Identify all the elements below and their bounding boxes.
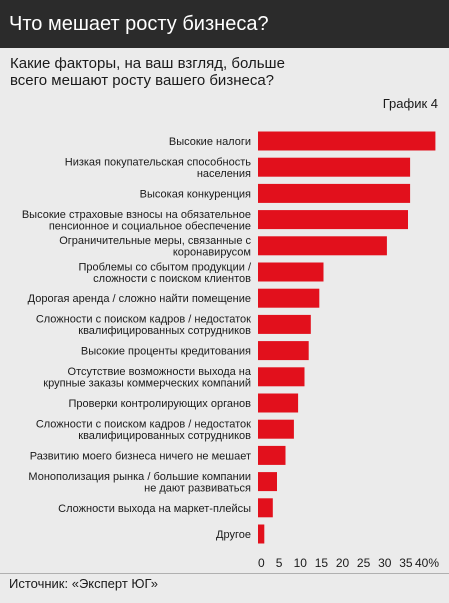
category-label: Высокие страховые взносы на обязательное…	[22, 209, 251, 233]
x-tick-label: 40%	[415, 556, 439, 570]
x-tick-label: 10	[294, 556, 308, 570]
x-tick-label: 20	[336, 556, 350, 570]
question-line-1: Какие факторы, на ваш взгляд, больше	[10, 55, 285, 72]
bar	[258, 445, 286, 465]
category-label: Развитию моего бизнеса ничего не мешает	[30, 450, 251, 462]
category-label: Высокая конкуренция	[140, 188, 251, 200]
bar	[258, 210, 408, 230]
category-label: Низкая покупательская способность населен…	[65, 156, 252, 180]
x-tick-label: 30	[378, 556, 392, 570]
chart-question: Какие факторы, на ваш взгляд, больше все…	[10, 55, 430, 89]
category-label: Высокие проценты кредитования	[81, 346, 251, 358]
category-label: Сложности с поиском кадров / недостаток к…	[36, 418, 251, 442]
bar	[258, 288, 320, 308]
bar	[258, 524, 265, 544]
category-label: Сложности с поиском кадров / недостаток к…	[36, 314, 251, 338]
bar	[258, 314, 311, 334]
bar	[258, 236, 387, 256]
bar	[258, 341, 309, 361]
category-label: Сложности выхода на маркет-плейсы	[58, 503, 251, 515]
bar	[258, 472, 277, 492]
header-bar: Что мешает росту бизнеса?	[0, 0, 449, 48]
category-label: Высокие налоги	[169, 136, 251, 148]
category-label: Проблемы со сбытом продукции / сложности …	[78, 261, 251, 285]
category-label: Отсутствие возможности выхода на крупные …	[43, 366, 252, 390]
bar	[258, 419, 294, 439]
bar	[258, 367, 305, 387]
x-tick-label: 0	[258, 556, 265, 570]
x-tick-label: 35	[399, 556, 413, 570]
category-label: Дорогая аренда / сложно найти помещение	[28, 293, 251, 305]
chart-number-label: График 4	[382, 96, 438, 111]
bar	[258, 262, 324, 282]
bar	[258, 183, 411, 203]
x-tick-label: 25	[357, 556, 371, 570]
bar-chart: Высокие налоги Низкая покупательская спос…	[22, 131, 439, 570]
source-note: Источник: «Эксперт ЮГ»	[9, 576, 158, 591]
page-title: Что мешает росту бизнеса?	[9, 13, 269, 35]
question-line-2: всего мешают росту вашего бизнеса?	[10, 72, 275, 89]
x-tick-label: 15	[315, 556, 329, 570]
category-label: Другое	[216, 529, 251, 541]
bar	[258, 498, 273, 518]
category-label: Ограничительные меры, связанные с коронав…	[59, 235, 251, 259]
bar	[258, 393, 299, 413]
bar	[258, 131, 436, 151]
category-label: Монополизация рынка / большие компании не…	[28, 471, 251, 495]
category-label: Проверки контролирующих органов	[69, 398, 252, 410]
x-tick-label: 5	[276, 556, 283, 570]
bar	[258, 157, 411, 177]
footer-divider	[0, 573, 449, 574]
